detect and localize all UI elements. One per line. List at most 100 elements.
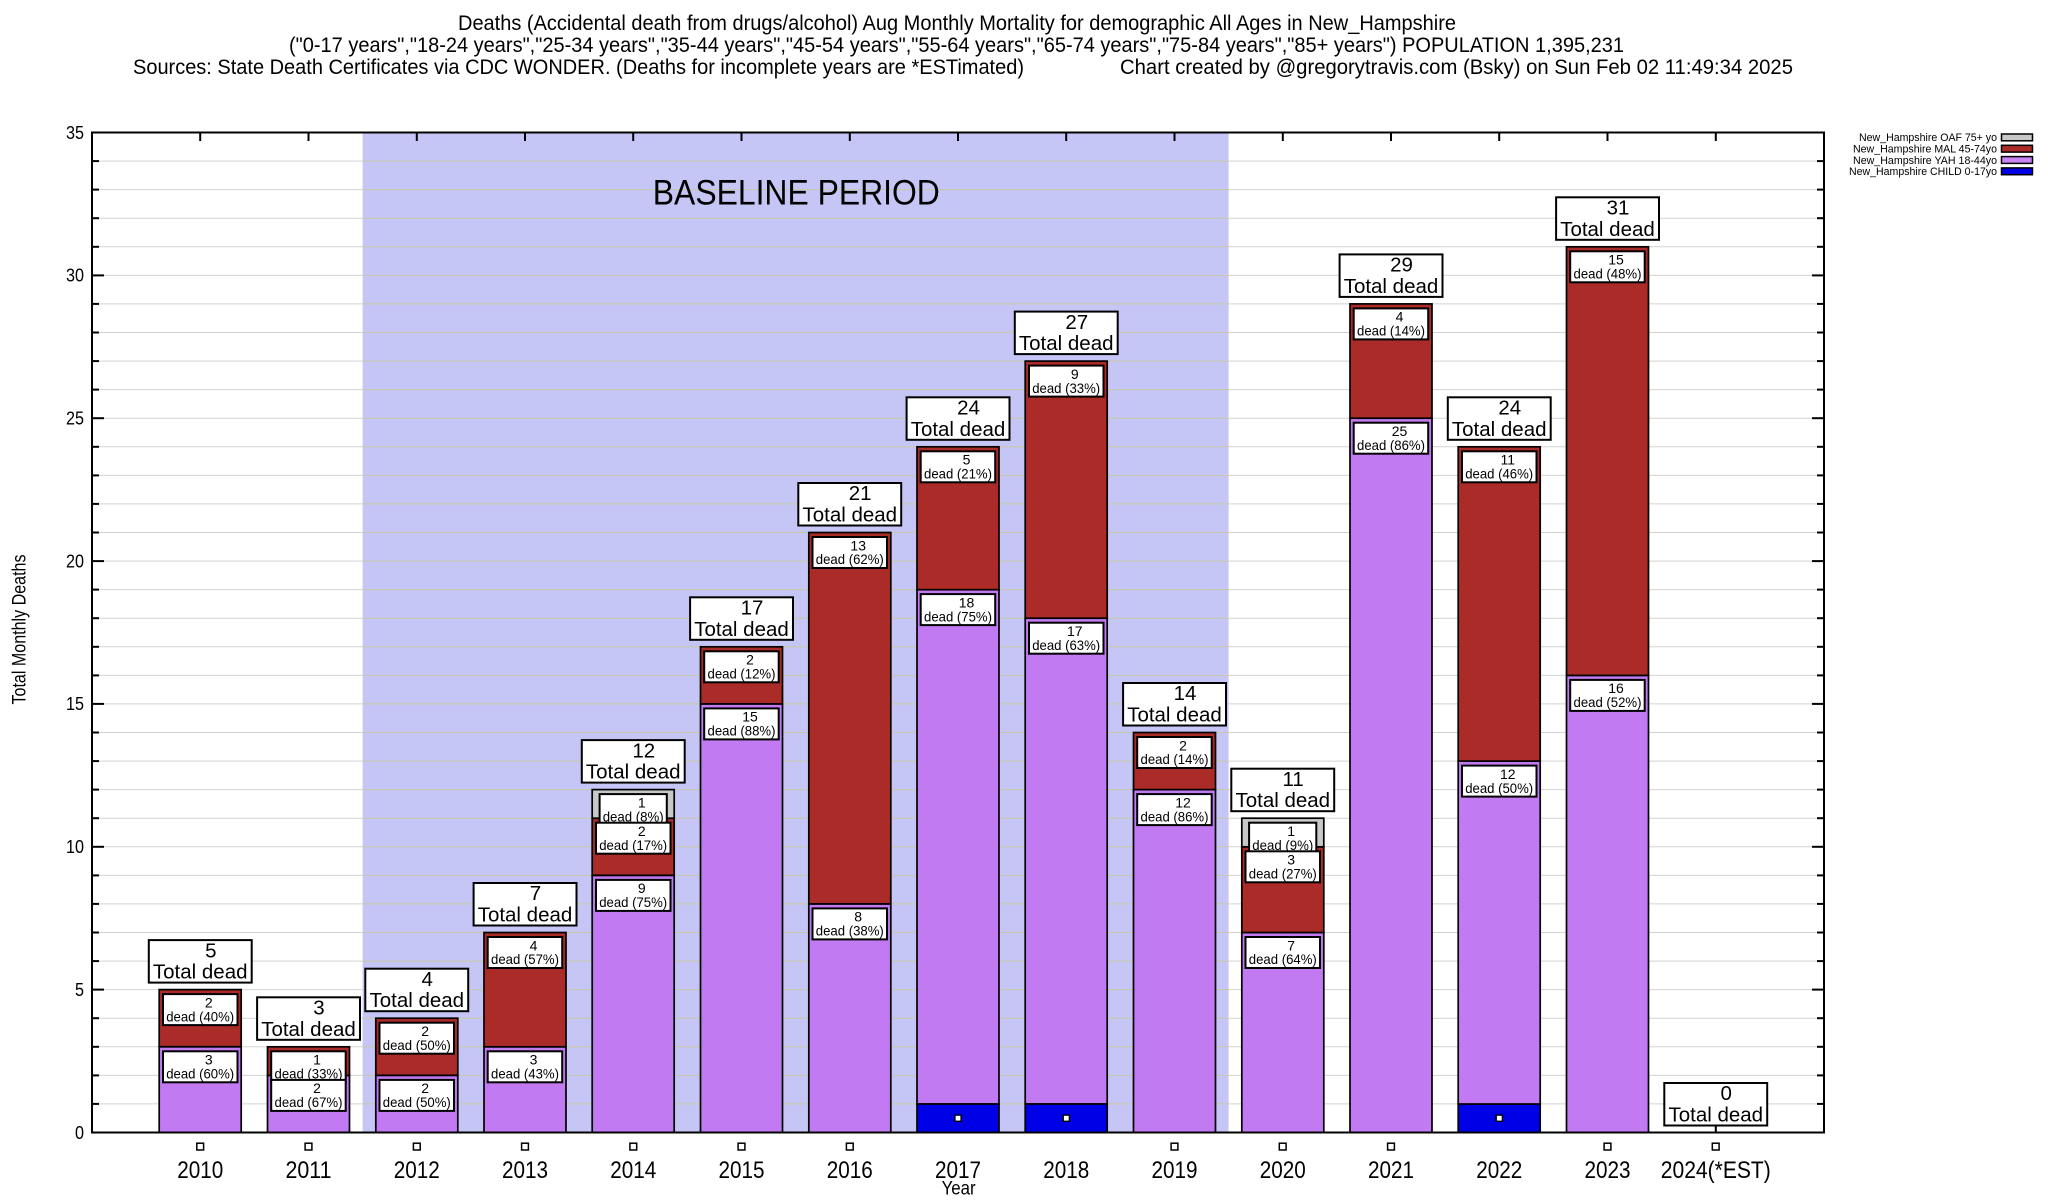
svg-text:25: 25 bbox=[1392, 423, 1408, 439]
svg-text:New_Hampshire OAF 75+ yo: New_Hampshire OAF 75+ yo bbox=[1859, 132, 1997, 144]
svg-text:16: 16 bbox=[1608, 680, 1624, 696]
svg-text:0: 0 bbox=[1720, 1082, 1731, 1105]
svg-text:dead (17%): dead (17%) bbox=[599, 837, 667, 853]
svg-text:Chart created by @gregorytravi: Chart created by @gregorytravis.com (Bsk… bbox=[1120, 56, 1793, 79]
svg-text:dead (48%): dead (48%) bbox=[1574, 266, 1642, 282]
svg-text:5: 5 bbox=[963, 452, 971, 468]
svg-text:Total dead: Total dead bbox=[369, 989, 464, 1012]
svg-text:3: 3 bbox=[1287, 852, 1295, 868]
svg-text:2020: 2020 bbox=[1260, 1157, 1306, 1184]
svg-text:Total dead: Total dead bbox=[694, 618, 789, 641]
svg-text:Total dead: Total dead bbox=[1668, 1104, 1763, 1127]
svg-text:2024(*EST): 2024(*EST) bbox=[1661, 1157, 1771, 1184]
svg-text:35: 35 bbox=[66, 122, 84, 143]
svg-text:dead (50%): dead (50%) bbox=[1465, 780, 1533, 796]
svg-text:New_Hampshire MAL 45-74yo: New_Hampshire MAL 45-74yo bbox=[1853, 144, 1997, 156]
svg-text:0: 0 bbox=[75, 1122, 84, 1143]
svg-text:2022: 2022 bbox=[1476, 1157, 1522, 1184]
svg-text:2: 2 bbox=[746, 652, 754, 668]
svg-text:2: 2 bbox=[313, 1080, 321, 1096]
svg-text:dead (33%): dead (33%) bbox=[1032, 380, 1100, 396]
svg-text:dead (33%): dead (33%) bbox=[275, 1066, 343, 1082]
svg-text:31: 31 bbox=[1607, 197, 1630, 220]
svg-text:5: 5 bbox=[205, 939, 216, 962]
svg-text:7: 7 bbox=[530, 882, 541, 905]
svg-text:2019: 2019 bbox=[1152, 1157, 1198, 1184]
svg-text:dead (46%): dead (46%) bbox=[1465, 466, 1533, 482]
svg-text:29: 29 bbox=[1390, 254, 1413, 277]
svg-text:dead (14%): dead (14%) bbox=[1141, 751, 1209, 767]
svg-text:2: 2 bbox=[1179, 737, 1187, 753]
svg-text:27: 27 bbox=[1065, 311, 1088, 334]
svg-text:15: 15 bbox=[742, 709, 758, 725]
svg-text:2: 2 bbox=[421, 1080, 429, 1096]
svg-text:Total dead: Total dead bbox=[1235, 789, 1330, 812]
svg-text:dead (43%): dead (43%) bbox=[491, 1066, 559, 1082]
svg-text:5: 5 bbox=[75, 979, 84, 1000]
svg-text:7: 7 bbox=[1287, 937, 1295, 953]
svg-text:9: 9 bbox=[638, 880, 646, 896]
svg-text:2014: 2014 bbox=[610, 1157, 656, 1184]
svg-text:Total dead: Total dead bbox=[1127, 704, 1222, 727]
svg-text:3: 3 bbox=[313, 997, 324, 1020]
svg-text:2015: 2015 bbox=[719, 1157, 765, 1184]
svg-text:dead (21%): dead (21%) bbox=[924, 466, 992, 482]
svg-text:Total dead: Total dead bbox=[1452, 418, 1547, 441]
svg-text:dead (62%): dead (62%) bbox=[816, 551, 884, 567]
svg-text:dead (67%): dead (67%) bbox=[275, 1094, 343, 1110]
svg-text:dead (88%): dead (88%) bbox=[708, 723, 776, 739]
svg-text:11: 11 bbox=[1501, 452, 1516, 468]
svg-text:24: 24 bbox=[957, 397, 980, 420]
svg-text:2012: 2012 bbox=[394, 1157, 440, 1184]
svg-text:3: 3 bbox=[530, 1052, 538, 1068]
svg-text:Total dead: Total dead bbox=[478, 904, 573, 927]
svg-text:dead (52%): dead (52%) bbox=[1574, 694, 1642, 710]
svg-text:Sources: State Death Certifica: Sources: State Death Certificates via CD… bbox=[133, 56, 1024, 79]
svg-text:1: 1 bbox=[1287, 823, 1295, 839]
svg-text:20: 20 bbox=[66, 550, 84, 571]
svg-text:12: 12 bbox=[1175, 794, 1191, 810]
svg-text:2021: 2021 bbox=[1368, 1157, 1414, 1184]
svg-text:Total Monthly Deaths: Total Monthly Deaths bbox=[10, 555, 31, 705]
svg-text:New_Hampshire CHILD 0-17yo: New_Hampshire CHILD 0-17yo bbox=[1849, 166, 1997, 178]
svg-text:Year: Year bbox=[942, 1178, 977, 1199]
svg-text:9: 9 bbox=[1071, 366, 1079, 382]
svg-text:4: 4 bbox=[1396, 309, 1404, 325]
svg-text:2: 2 bbox=[638, 823, 646, 839]
svg-text:Total dead: Total dead bbox=[586, 761, 681, 784]
svg-text:2: 2 bbox=[421, 1023, 429, 1039]
svg-text:21: 21 bbox=[849, 482, 872, 505]
svg-text:2010: 2010 bbox=[177, 1157, 223, 1184]
svg-text:Total dead: Total dead bbox=[802, 504, 897, 527]
svg-text:Total dead: Total dead bbox=[1344, 275, 1439, 298]
svg-text:dead (8%): dead (8%) bbox=[603, 808, 664, 824]
svg-text:dead (57%): dead (57%) bbox=[491, 951, 559, 967]
svg-text:BASELINE PERIOD: BASELINE PERIOD bbox=[653, 174, 940, 213]
svg-text:14: 14 bbox=[1174, 682, 1197, 705]
svg-text:2013: 2013 bbox=[502, 1157, 548, 1184]
svg-text:13: 13 bbox=[850, 537, 866, 553]
svg-text:Total dead: Total dead bbox=[261, 1018, 356, 1041]
svg-text:dead (64%): dead (64%) bbox=[1249, 951, 1317, 967]
svg-text:New_Hampshire YAH 18-44yo: New_Hampshire YAH 18-44yo bbox=[1853, 155, 1997, 167]
svg-text:2018: 2018 bbox=[1043, 1157, 1089, 1184]
svg-text:Total dead: Total dead bbox=[1560, 218, 1655, 241]
svg-text:dead (63%): dead (63%) bbox=[1032, 637, 1100, 653]
svg-text:dead (60%): dead (60%) bbox=[166, 1066, 234, 1082]
svg-text:2016: 2016 bbox=[827, 1157, 873, 1184]
svg-text:dead (50%): dead (50%) bbox=[383, 1094, 451, 1110]
svg-text:dead (12%): dead (12%) bbox=[708, 666, 776, 682]
svg-text:dead (75%): dead (75%) bbox=[599, 894, 667, 910]
svg-text:3: 3 bbox=[205, 1052, 213, 1068]
svg-text:2023: 2023 bbox=[1585, 1157, 1631, 1184]
svg-text:dead (38%): dead (38%) bbox=[816, 923, 884, 939]
svg-text:15: 15 bbox=[66, 693, 84, 714]
svg-text:Total dead: Total dead bbox=[911, 418, 1006, 441]
svg-text:17: 17 bbox=[1067, 623, 1083, 639]
svg-text:("0-17 years","18-24 years","2: ("0-17 years","18-24 years","25-34 years… bbox=[289, 34, 1624, 57]
svg-text:12: 12 bbox=[632, 739, 655, 762]
svg-text:10: 10 bbox=[66, 836, 84, 857]
svg-text:dead (40%): dead (40%) bbox=[166, 1008, 234, 1024]
svg-text:2011: 2011 bbox=[286, 1157, 332, 1184]
svg-text:Total dead: Total dead bbox=[153, 961, 248, 984]
